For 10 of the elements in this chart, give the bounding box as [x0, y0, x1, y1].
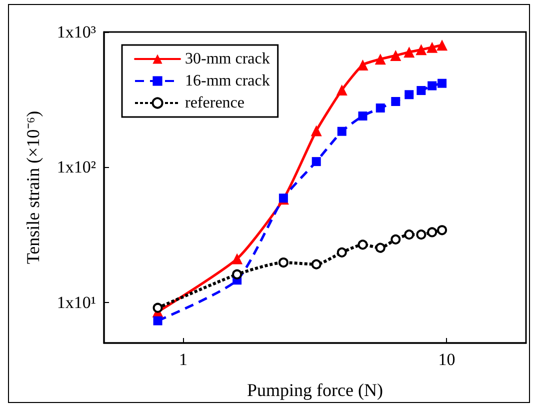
y-tick-label: 1x10¹	[56, 292, 96, 312]
y-tick-label: 1x10²	[56, 158, 96, 177]
legend-label: 30-mm crack	[185, 50, 270, 68]
x-tick-label: 10	[438, 350, 456, 369]
x-tick-label: 1	[179, 350, 188, 369]
y-tick-label: 1x10³	[56, 22, 96, 42]
x-axis-title: Pumping force (N)	[247, 380, 383, 400]
legend-label: 16-mm crack	[185, 72, 270, 90]
y-axis-title: Tensile strain (×10⁻⁶)	[23, 110, 43, 264]
legend-label: reference	[185, 94, 244, 112]
